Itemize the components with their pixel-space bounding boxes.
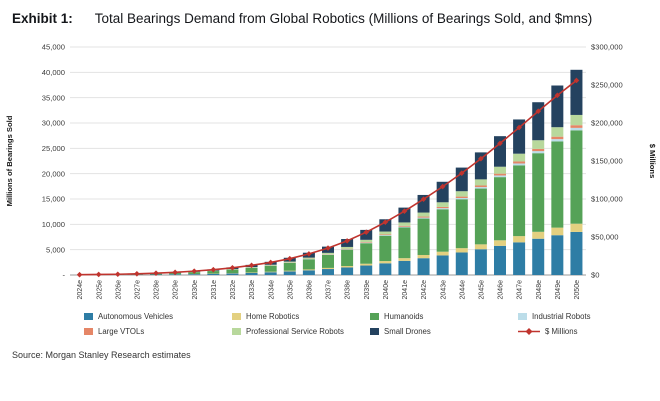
- svg-text:2047e: 2047e: [517, 279, 524, 299]
- svg-text:2042e: 2042e: [421, 279, 428, 299]
- legend-label: Industrial Robots: [532, 311, 591, 321]
- legend-label: Autonomous Vehicles: [98, 311, 173, 321]
- legend-item: Small Drones: [370, 327, 518, 336]
- svg-text:$ Millions: $ Millions: [648, 143, 657, 178]
- chart-header: Exhibit 1: Total Bearings Demand from Glo…: [0, 0, 660, 31]
- svg-text:2041e: 2041e: [402, 279, 409, 299]
- legend-label: $ Millions: [545, 326, 578, 336]
- legend-swatch: [232, 312, 241, 320]
- legend-swatch: [518, 312, 527, 320]
- svg-text:$150,000: $150,000: [591, 156, 623, 165]
- legend-item: Humanoids: [370, 312, 518, 321]
- svg-text:2026e: 2026e: [115, 279, 122, 299]
- svg-text:2045e: 2045e: [478, 279, 485, 299]
- svg-text:$100,000: $100,000: [591, 194, 623, 203]
- stacked-bar-line-chart: - 5,000 10,000 15,000 20,000 25,000 30,000 35,0…: [5, 42, 657, 299]
- svg-text:$300,000: $300,000: [591, 42, 623, 51]
- svg-text:2043e: 2043e: [440, 279, 447, 299]
- svg-text:Millions of Bearings Sold: Millions of Bearings Sold: [5, 115, 14, 206]
- svg-text:2034e: 2034e: [268, 279, 275, 299]
- svg-text:2039e: 2039e: [364, 279, 371, 299]
- svg-text:2050e: 2050e: [574, 279, 581, 299]
- svg-text:2037e: 2037e: [326, 279, 333, 299]
- svg-text:5,000: 5,000: [46, 245, 65, 254]
- svg-text:$250,000: $250,000: [591, 80, 623, 89]
- svg-text:2032e: 2032e: [230, 279, 237, 299]
- svg-text:2040e: 2040e: [383, 279, 390, 299]
- legend-item: Home Robotics: [232, 312, 370, 321]
- svg-text:2029e: 2029e: [173, 279, 180, 299]
- source-note: Source: Morgan Stanley Research estimate…: [12, 349, 191, 360]
- legend-item: Industrial Robots: [518, 312, 638, 321]
- svg-text:30,000: 30,000: [42, 118, 65, 127]
- legend-label: Home Robotics: [246, 311, 300, 321]
- legend-item: $ Millions: [518, 327, 638, 336]
- legend-swatch: [232, 327, 241, 335]
- svg-text:25,000: 25,000: [42, 143, 65, 152]
- svg-text:2031e: 2031e: [211, 279, 218, 299]
- svg-text:2049e: 2049e: [555, 279, 562, 299]
- svg-text:$50,000: $50,000: [591, 232, 618, 241]
- svg-text:20,000: 20,000: [42, 169, 65, 178]
- svg-text:2024e: 2024e: [77, 279, 84, 299]
- legend-swatch: [84, 327, 93, 335]
- svg-text:45,000: 45,000: [42, 42, 65, 51]
- legend-item: Professional Service Robots: [232, 327, 370, 336]
- svg-text:35,000: 35,000: [42, 93, 65, 102]
- svg-text:2028e: 2028e: [154, 279, 161, 299]
- chart-area: - 5,000 10,000 15,000 20,000 25,000 30,000 35,0…: [0, 31, 660, 310]
- svg-text:$0: $0: [591, 270, 599, 279]
- svg-text:2033e: 2033e: [249, 279, 256, 299]
- svg-text:2035e: 2035e: [287, 279, 294, 299]
- legend-label: Large VTOLs: [98, 326, 145, 336]
- svg-text:-: -: [62, 270, 65, 279]
- svg-text:2030e: 2030e: [192, 279, 199, 299]
- legend-label: Small Drones: [384, 326, 431, 336]
- chart-legend: Autonomous Vehicles Home Robotics Humanoid…: [84, 312, 660, 336]
- legend-label: Humanoids: [384, 311, 424, 321]
- svg-text:2046e: 2046e: [498, 279, 505, 299]
- legend-swatch: [370, 327, 379, 335]
- svg-text:2036e: 2036e: [306, 279, 313, 299]
- chart-title: Total Bearings Demand from Global Roboti…: [94, 11, 593, 26]
- legend-item: Autonomous Vehicles: [84, 312, 232, 321]
- svg-text:$200,000: $200,000: [591, 118, 623, 127]
- svg-text:2025e: 2025e: [96, 279, 103, 299]
- svg-text:2027e: 2027e: [134, 279, 141, 299]
- svg-text:40,000: 40,000: [42, 67, 65, 76]
- legend-swatch: [370, 312, 379, 320]
- svg-text:2038e: 2038e: [345, 279, 352, 299]
- legend-item: Large VTOLs: [84, 327, 232, 336]
- legend-swatch: [84, 312, 93, 320]
- svg-text:10,000: 10,000: [42, 219, 65, 228]
- exhibit-label: Exhibit 1:: [12, 11, 73, 26]
- svg-text:2044e: 2044e: [459, 279, 466, 299]
- legend-label: Professional Service Robots: [246, 326, 344, 336]
- legend-line-marker: [518, 327, 540, 335]
- svg-text:2048e: 2048e: [536, 279, 543, 299]
- svg-text:15,000: 15,000: [42, 194, 65, 203]
